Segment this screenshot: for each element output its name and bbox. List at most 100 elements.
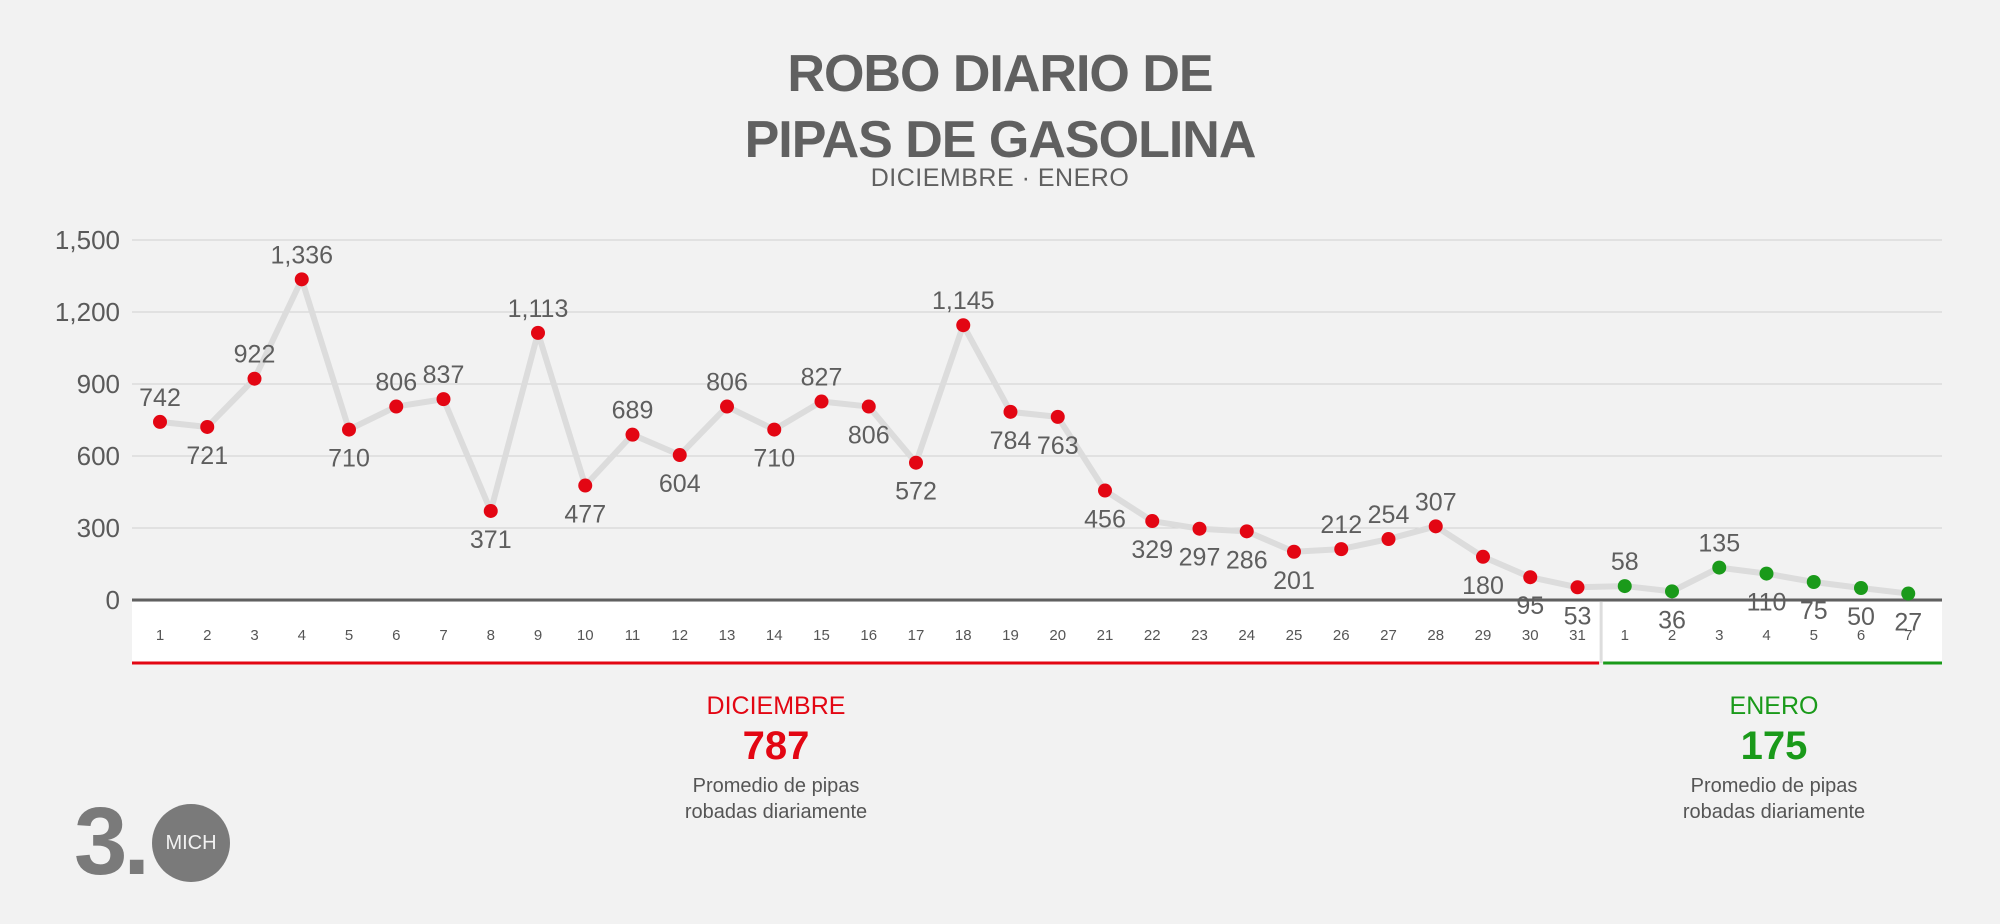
x-tick-label: 6 (1857, 627, 1865, 644)
x-tick-label: 23 (1191, 627, 1208, 644)
data-point (1428, 519, 1443, 534)
x-tick-label: 10 (577, 627, 594, 644)
data-label: 806 (375, 369, 417, 397)
data-point (294, 272, 309, 287)
data-point (1287, 544, 1301, 559)
data-point (1806, 575, 1821, 589)
x-tick-label: 2 (1668, 627, 1676, 644)
summary-note-line-1: Promedio de pipas (1690, 775, 1858, 797)
x-tick-label: 25 (1286, 627, 1303, 644)
x-tick-label: 20 (1049, 627, 1066, 644)
data-point (436, 392, 451, 407)
data-label: 95 (1516, 592, 1544, 620)
x-tick-label: 4 (298, 627, 306, 644)
data-label: 1,336 (270, 241, 333, 269)
x-tick-label: 6 (392, 627, 400, 644)
data-point (1854, 581, 1868, 595)
data-label: 710 (753, 445, 795, 473)
data-point (672, 448, 687, 463)
data-point (767, 422, 782, 437)
data-point (1570, 580, 1585, 595)
x-tick-label: 1 (1621, 627, 1629, 644)
x-tick-label: 19 (1002, 627, 1019, 644)
x-tick-label: 7 (439, 627, 447, 644)
data-label: 1,113 (508, 295, 569, 323)
data-label: 135 (1698, 530, 1740, 558)
y-tick-label: 300 (77, 513, 120, 543)
x-tick-label: 16 (860, 627, 877, 644)
brand-logo: 3. MICH (74, 792, 244, 892)
data-label: 297 (1179, 544, 1221, 572)
data-label: 763 (1037, 432, 1079, 460)
summary-month-label: DICIEMBRE (706, 692, 846, 720)
data-label: 721 (186, 442, 228, 470)
data-label: 477 (564, 501, 606, 529)
y-tick-label: 1,500 (55, 225, 120, 255)
data-point (956, 318, 971, 333)
y-tick-label: 600 (77, 441, 120, 471)
data-label: 180 (1462, 572, 1504, 600)
x-tick-label: 1 (156, 627, 164, 644)
data-label: 58 (1611, 548, 1639, 576)
data-point (1381, 532, 1396, 547)
data-point (909, 455, 923, 470)
data-label: 784 (990, 427, 1032, 455)
x-tick-label: 9 (534, 627, 542, 644)
summary-note-line-2: robadas diariamente (1682, 801, 1866, 823)
summary-average-value: 787 (742, 724, 810, 768)
x-tick-label: 22 (1144, 627, 1161, 644)
data-point (1712, 560, 1727, 575)
data-point (1003, 404, 1018, 419)
data-point (578, 478, 593, 493)
summary-note-line-1: Promedio de pipas (692, 775, 860, 797)
data-point (483, 503, 498, 518)
data-label: 572 (895, 478, 937, 506)
logo-number: 3. (74, 788, 150, 895)
data-label: 75 (1800, 597, 1828, 625)
data-point (1145, 514, 1160, 529)
x-tick-label: 17 (908, 627, 925, 644)
summary-average-value: 175 (1740, 724, 1808, 768)
data-point (1334, 542, 1349, 557)
data-point (531, 325, 545, 340)
data-label: 806 (706, 369, 748, 397)
logo-badge: MICH (152, 804, 230, 882)
data-point (1098, 483, 1112, 498)
chart-subtitle: DICIEMBRE · ENERO (870, 164, 1130, 192)
x-tick-label: 26 (1333, 627, 1350, 644)
data-label: 827 (801, 364, 843, 392)
x-tick-label: 11 (625, 627, 641, 644)
series-line (157, 276, 1912, 597)
data-label: 689 (612, 397, 654, 425)
data-point (200, 419, 215, 434)
data-point (1192, 521, 1207, 536)
data-label: 710 (328, 445, 370, 473)
x-tick-label: 4 (1762, 627, 1770, 644)
data-label: 27 (1894, 609, 1922, 637)
data-point (1476, 549, 1490, 564)
data-point (1665, 584, 1679, 599)
x-tick-label: 27 (1380, 627, 1397, 644)
x-tick-label: 7 (1904, 627, 1912, 644)
x-tick-label: 30 (1522, 627, 1539, 644)
data-point (247, 371, 262, 386)
data-label: 1,145 (932, 287, 995, 315)
data-label: 604 (659, 470, 701, 498)
data-label: 254 (1368, 501, 1410, 529)
y-tick-label: 0 (106, 585, 120, 615)
x-tick-label: 3 (1715, 627, 1723, 644)
data-point (1759, 566, 1774, 581)
x-tick-label: 15 (813, 627, 830, 644)
data-label: 286 (1226, 546, 1268, 574)
x-tick-label: 5 (345, 627, 353, 644)
summary-note-line-2: robadas diariamente (684, 801, 868, 823)
data-point (720, 399, 734, 414)
chart-title-line-2: PIPAS DE GASOLINA (744, 111, 1257, 169)
summary-month-label: ENERO (1729, 692, 1819, 720)
data-label: 36 (1658, 606, 1686, 634)
x-tick-label: 21 (1097, 627, 1114, 644)
data-point (342, 422, 356, 437)
data-point (814, 394, 829, 409)
data-point (1050, 409, 1065, 424)
data-point (153, 414, 167, 429)
